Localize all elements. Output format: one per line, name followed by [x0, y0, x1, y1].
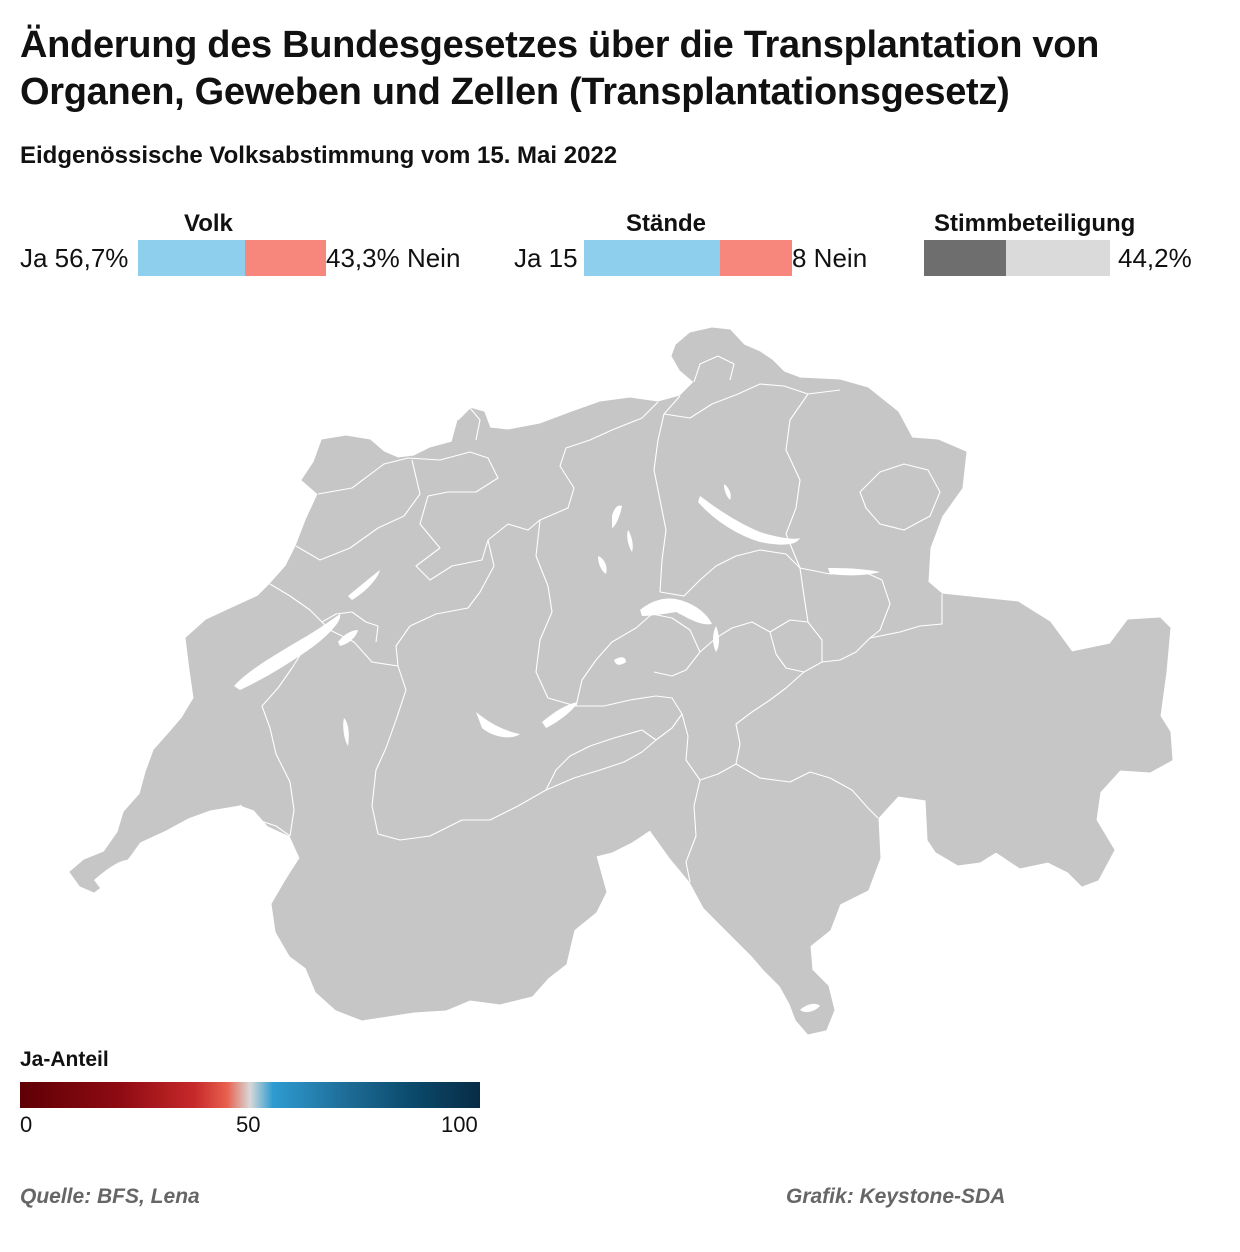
volk-ja-text: Ja 56,7%: [20, 243, 129, 273]
legend-tick-100: 100: [441, 1112, 478, 1137]
volk-label: Volk: [184, 210, 233, 237]
stimmbeteiligung-bar: [924, 240, 1110, 276]
staende-label: Stände: [626, 210, 707, 237]
switzerland-map: [69, 327, 1173, 1035]
staende-nein-text: 8 Nein: [792, 243, 868, 273]
switzerland-outline: [69, 327, 1173, 1035]
source-note: Quelle: BFS, Lena: [20, 1185, 200, 1208]
staende-ja-segment: [584, 240, 720, 276]
stimmbeteiligung-fill: [924, 240, 1007, 276]
legend-tick-50: 50: [236, 1112, 261, 1137]
staende-result-bar: [584, 240, 792, 276]
legend-tick-0: 0: [20, 1112, 33, 1137]
volk-ja-segment: [138, 240, 245, 276]
credit-note: Grafik: Keystone-SDA: [786, 1185, 1006, 1208]
staende-nein-segment: [719, 240, 792, 276]
chart-subtitle: Eidgenössische Volksabstimmung vom 15. M…: [20, 142, 618, 169]
lakes: [94, 484, 880, 1013]
staende-ja-text: Ja 15: [514, 243, 578, 273]
canton-borders: [239, 355, 943, 883]
legend-color-scale: [20, 1082, 480, 1108]
stimmbeteiligung-value: 44,2%: [1118, 243, 1192, 273]
volk-result-bar: [138, 240, 326, 276]
stimmbeteiligung-label: Stimmbeteiligung: [934, 210, 1136, 237]
chart-title: Änderung des Bundesgesetzes über die Tra…: [20, 24, 1100, 113]
legend-title: Ja-Anteil: [20, 1048, 109, 1071]
stimmbeteiligung-rest: [1006, 240, 1110, 276]
volk-nein-text: 43,3% Nein: [326, 243, 461, 273]
volk-nein-segment: [244, 240, 326, 276]
